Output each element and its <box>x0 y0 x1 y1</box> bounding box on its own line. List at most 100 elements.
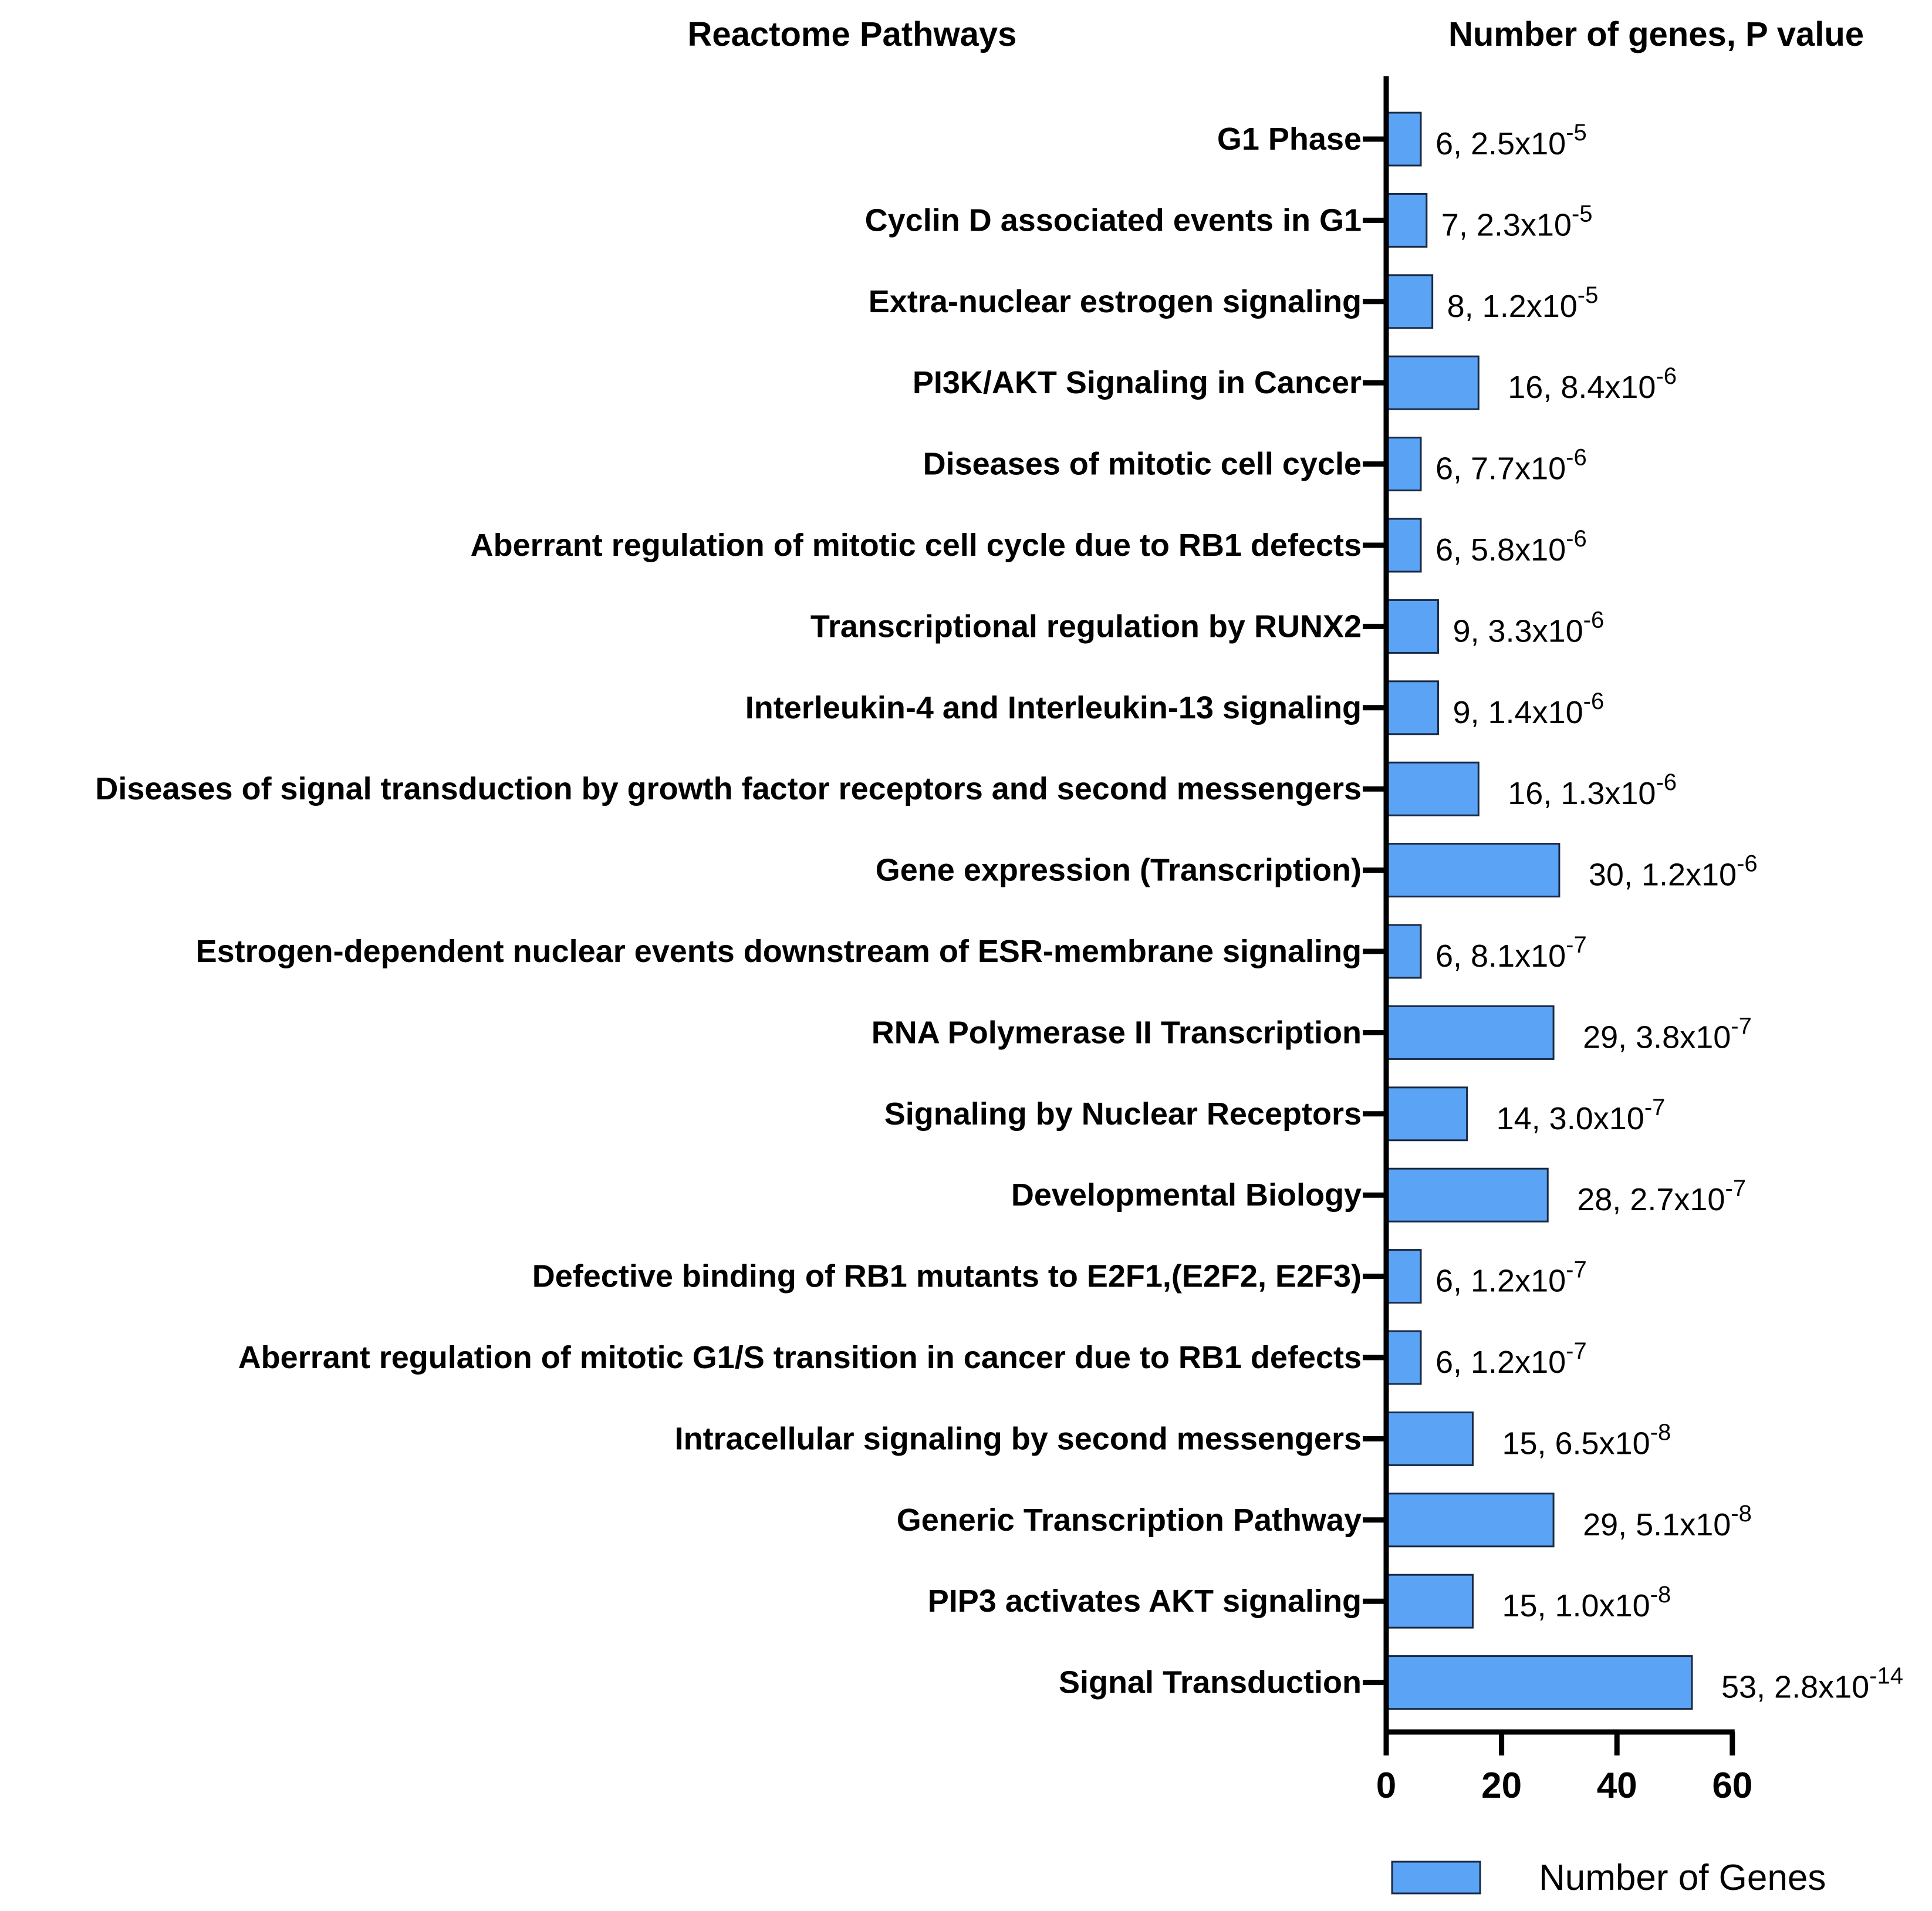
category-label: Transcriptional regulation by RUNX2 <box>810 609 1362 644</box>
category-label: Estrogen-dependent nuclear events downst… <box>196 934 1362 969</box>
bar <box>1385 518 1422 573</box>
data-label-base: 6, 1.2x10 <box>1436 1264 1566 1299</box>
data-label: 28, 2.7x10-7 <box>1577 1176 1746 1217</box>
data-label: 29, 5.1x10-8 <box>1583 1501 1752 1542</box>
data-label-base: 14, 3.0x10 <box>1497 1101 1644 1136</box>
data-label-exponent: -5 <box>1572 201 1593 227</box>
bar <box>1385 843 1561 898</box>
data-label: 14, 3.0x10-7 <box>1497 1095 1666 1136</box>
bar <box>1385 599 1439 654</box>
data-label-base: 6, 1.2x10 <box>1436 1345 1566 1380</box>
bar <box>1385 1249 1422 1304</box>
data-label-base: 7, 2.3x10 <box>1441 207 1572 242</box>
data-label-exponent: -6 <box>1583 607 1605 633</box>
data-label: 15, 1.0x10-8 <box>1502 1582 1671 1623</box>
data-label: 29, 3.8x10-7 <box>1583 1013 1752 1055</box>
data-label-base: 29, 3.8x10 <box>1583 1019 1731 1055</box>
data-label: 53, 2.8x10-14 <box>1721 1663 1903 1705</box>
data-label-exponent: -6 <box>1656 769 1677 795</box>
data-label-exponent: -7 <box>1566 1257 1587 1283</box>
data-label: 8, 1.2x10-5 <box>1447 282 1599 324</box>
bar <box>1385 761 1480 816</box>
category-label: Diseases of mitotic cell cycle <box>923 447 1362 482</box>
bar <box>1385 1005 1555 1060</box>
category-label: PIP3 activates AKT signaling <box>928 1584 1362 1619</box>
bar <box>1385 355 1480 410</box>
data-label-base: 8, 1.2x10 <box>1447 289 1578 324</box>
left-header: Reactome Pathways <box>688 15 1017 53</box>
data-label: 6, 7.7x10-6 <box>1436 445 1587 487</box>
category-label: Signal Transduction <box>1059 1665 1362 1700</box>
category-label: Defective binding of RB1 mutants to E2F1… <box>532 1259 1362 1294</box>
data-label-base: 9, 3.3x10 <box>1453 613 1583 649</box>
data-label: 6, 8.1x10-7 <box>1436 932 1587 974</box>
data-label: 16, 8.4x10-6 <box>1508 363 1677 405</box>
bar <box>1385 193 1428 248</box>
legend-swatch <box>1391 1861 1481 1895</box>
x-tick-label: 0 <box>1376 1765 1396 1806</box>
category-label: Gene expression (Transcription) <box>876 853 1362 888</box>
data-label: 6, 1.2x10-7 <box>1436 1257 1587 1299</box>
bar <box>1385 112 1422 167</box>
category-label: Cyclin D associated events in G1 <box>865 202 1362 238</box>
data-label-exponent: -6 <box>1566 526 1587 552</box>
legend-label: Number of Genes <box>1539 1858 1826 1898</box>
category-label: PI3K/AKT Signaling in Cancer <box>913 365 1362 400</box>
category-label: Developmental Biology <box>1011 1177 1362 1213</box>
data-label-exponent: -7 <box>1566 932 1587 958</box>
data-label-exponent: -8 <box>1731 1501 1752 1527</box>
data-label: 16, 1.3x10-6 <box>1508 769 1677 811</box>
category-label: Aberrant regulation of mitotic G1/S tran… <box>238 1340 1362 1375</box>
category-label: Interleukin-4 and Interleukin-13 signali… <box>745 690 1362 725</box>
data-label-base: 6, 2.5x10 <box>1436 126 1566 161</box>
category-label: Signaling by Nuclear Receptors <box>884 1096 1362 1132</box>
bar <box>1385 680 1439 735</box>
data-label-exponent: -6 <box>1583 688 1605 714</box>
category-label: Aberrant regulation of mitotic cell cycl… <box>471 528 1362 563</box>
data-label: 30, 1.2x10-6 <box>1589 851 1758 893</box>
data-label-exponent: -7 <box>1725 1176 1746 1201</box>
bar <box>1385 274 1434 329</box>
data-label-base: 6, 5.8x10 <box>1436 532 1566 568</box>
bar <box>1385 1330 1422 1385</box>
data-label-base: 6, 7.7x10 <box>1436 451 1566 487</box>
data-label-base: 53, 2.8x10 <box>1721 1670 1869 1705</box>
data-label-exponent: -6 <box>1566 445 1587 471</box>
data-label: 6, 5.8x10-6 <box>1436 526 1587 568</box>
data-label-exponent: -6 <box>1656 363 1677 389</box>
x-tick-label: 20 <box>1481 1765 1522 1806</box>
data-label: 6, 2.5x10-5 <box>1436 120 1587 161</box>
bar <box>1385 1086 1468 1142</box>
bar <box>1385 1167 1549 1223</box>
data-label: 9, 1.4x10-6 <box>1453 688 1604 730</box>
data-label: 9, 3.3x10-6 <box>1453 607 1604 649</box>
data-label-base: 29, 5.1x10 <box>1583 1507 1731 1542</box>
category-label: RNA Polymerase II Transcription <box>872 1015 1362 1050</box>
data-label-base: 9, 1.4x10 <box>1453 695 1583 730</box>
x-tick-label: 60 <box>1712 1765 1752 1806</box>
data-label-base: 16, 1.3x10 <box>1508 776 1656 811</box>
bar <box>1385 924 1422 979</box>
category-label: Extra-nuclear estrogen signaling <box>869 284 1362 319</box>
data-label-base: 28, 2.7x10 <box>1577 1182 1725 1217</box>
data-label-base: 6, 8.1x10 <box>1436 938 1566 974</box>
bar <box>1385 437 1422 492</box>
bar <box>1385 1655 1693 1710</box>
data-label: 6, 1.2x10-7 <box>1436 1338 1587 1380</box>
category-label: Generic Transcription Pathway <box>897 1503 1362 1538</box>
data-label-exponent: -7 <box>1566 1338 1587 1364</box>
data-label: 7, 2.3x10-5 <box>1441 201 1593 242</box>
data-label-exponent: -8 <box>1650 1582 1671 1608</box>
bar <box>1385 1411 1474 1466</box>
right-header: Number of genes, P value <box>1448 15 1864 53</box>
data-label-exponent: -6 <box>1737 851 1758 877</box>
data-label: 15, 6.5x10-8 <box>1502 1419 1671 1461</box>
data-label-base: 15, 6.5x10 <box>1502 1426 1650 1461</box>
data-label-base: 16, 8.4x10 <box>1508 370 1656 405</box>
data-label-exponent: -7 <box>1731 1013 1752 1039</box>
data-label-exponent: -7 <box>1644 1095 1666 1120</box>
data-label-base: 30, 1.2x10 <box>1589 857 1737 893</box>
data-label-base: 15, 1.0x10 <box>1502 1588 1650 1623</box>
bar <box>1385 1574 1474 1629</box>
